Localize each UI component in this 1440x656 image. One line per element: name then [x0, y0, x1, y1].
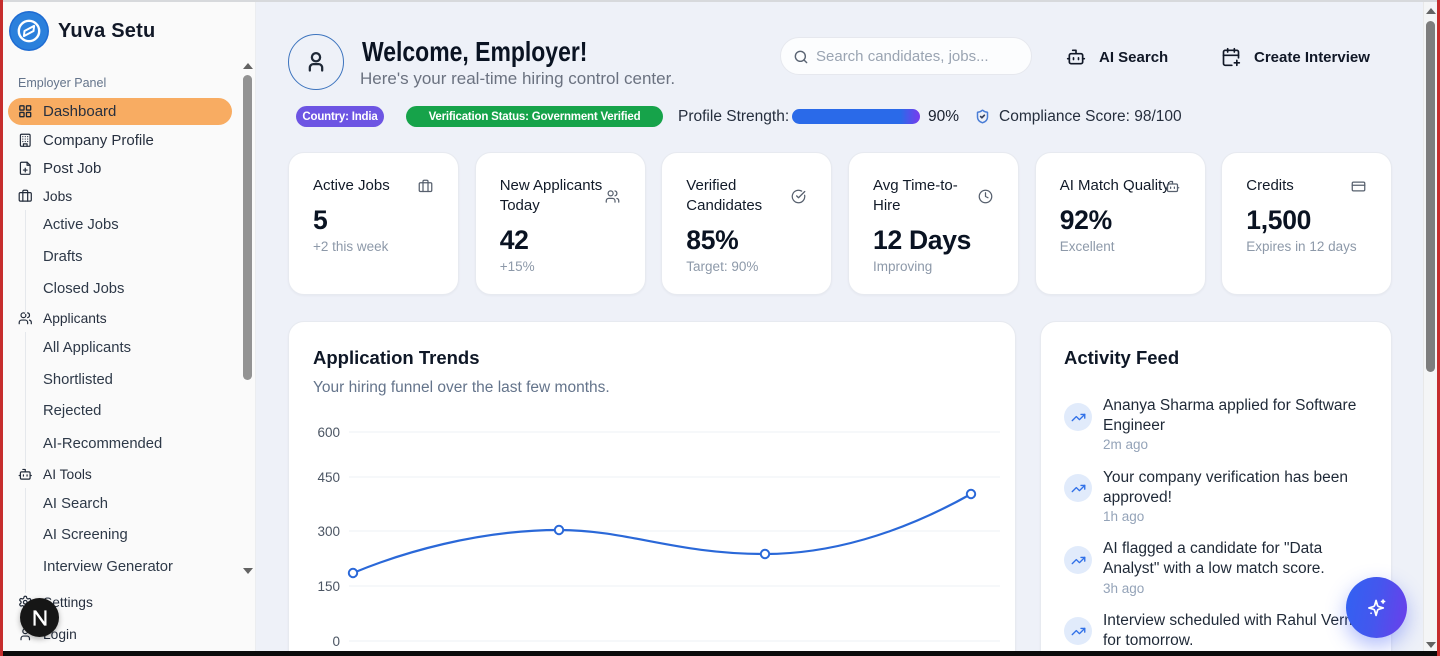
svg-text:450: 450 [317, 470, 340, 485]
svg-text:300: 300 [317, 524, 340, 539]
svg-text:0: 0 [332, 634, 340, 649]
svg-text:600: 600 [317, 425, 340, 440]
svg-text:150: 150 [317, 579, 340, 594]
